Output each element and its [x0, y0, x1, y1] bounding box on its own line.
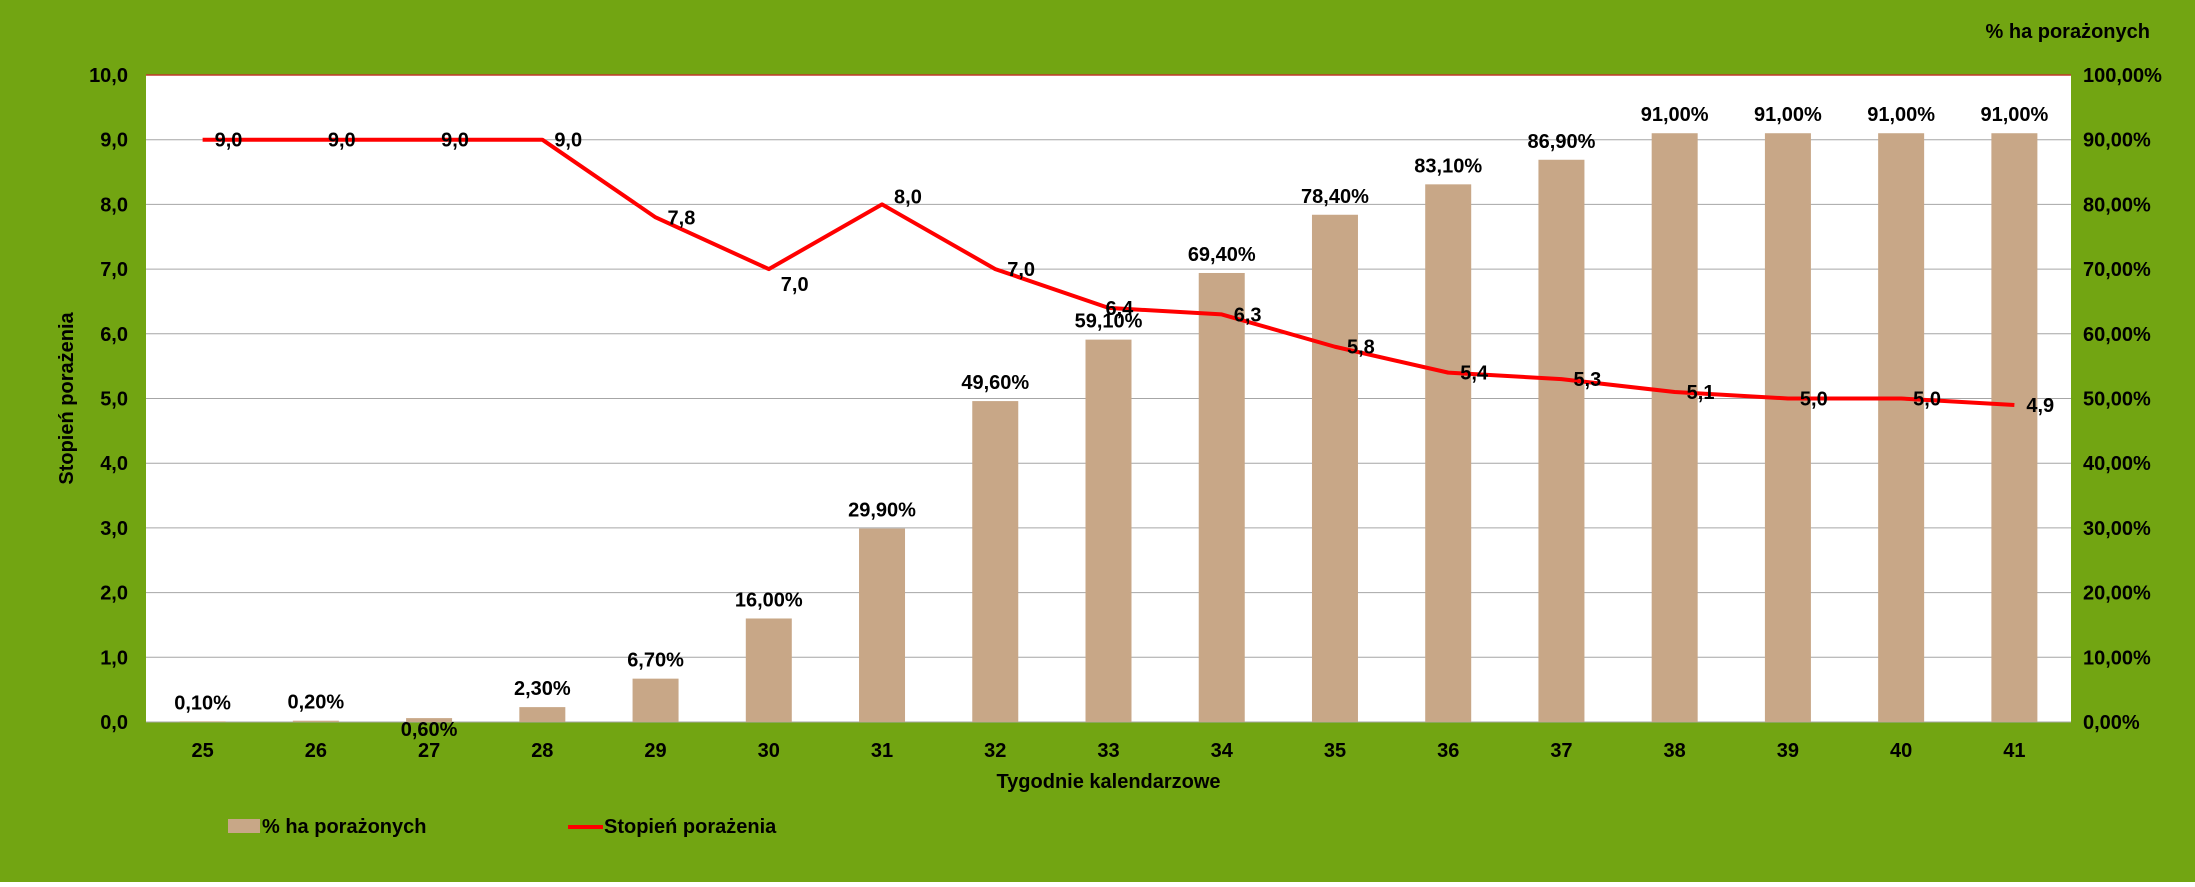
- line-data-label: 5,0: [1913, 389, 1941, 411]
- bar: [859, 528, 906, 722]
- bar-data-label: 16,00%: [735, 589, 803, 611]
- bar: [1651, 133, 1698, 723]
- bar-data-label: 78,40%: [1301, 186, 1369, 208]
- line-data-label: 7,0: [1007, 259, 1035, 281]
- bar-data-label: 59,10%: [1075, 311, 1143, 333]
- bar-data-label: 0,20%: [287, 692, 344, 714]
- y-tick-label: 10,0: [89, 65, 128, 87]
- y-axis-title: Stopień porażenia: [56, 312, 78, 485]
- line-data-label: 4,9: [2026, 395, 2054, 417]
- bar: [1878, 133, 1925, 723]
- y-tick-label: 8,0: [100, 194, 128, 216]
- line-data-label: 7,0: [781, 274, 809, 296]
- line-data-label: 5,8: [1347, 337, 1375, 359]
- bar-data-label: 86,90%: [1528, 131, 1596, 153]
- line-series: [202, 137, 2015, 407]
- y2-axis-title: % ha porażonych: [1986, 21, 2150, 43]
- bar-data-label: 91,00%: [1641, 104, 1709, 126]
- x-tick-label: 31: [871, 740, 893, 762]
- bar: [292, 720, 339, 722]
- x-tick-label: 38: [1664, 740, 1686, 762]
- line-data-label: 5,4: [1460, 363, 1489, 385]
- x-tick-label: 34: [1211, 740, 1234, 762]
- x-tick-label: 32: [984, 740, 1006, 762]
- y2-tick-label: 20,00%: [2083, 583, 2151, 605]
- x-tick-label: 33: [1097, 740, 1119, 762]
- y2-tick-label: 50,00%: [2083, 389, 2151, 411]
- x-tick-label: 35: [1324, 740, 1346, 762]
- bar: [179, 721, 226, 722]
- bar: [519, 707, 566, 722]
- y-tick-label: 9,0: [100, 130, 128, 152]
- y2-tick-label: 40,00%: [2083, 453, 2151, 475]
- line-data-label: 5,0: [1800, 389, 1828, 411]
- bar: [1538, 159, 1585, 722]
- bar-data-label: 49,60%: [961, 372, 1029, 394]
- bar: [972, 401, 1019, 722]
- y-tick-label: 0,0: [100, 712, 128, 734]
- line-data-label: 6,4: [1106, 298, 1135, 320]
- y2-tick-label: 80,00%: [2083, 194, 2151, 216]
- y2-tick-label: 100,00%: [2083, 65, 2162, 87]
- bar: [1311, 214, 1358, 722]
- bar-data-label: 0,10%: [174, 692, 231, 714]
- x-axis-title: Tygodnie kalendarzowe: [996, 771, 1220, 793]
- y-tick-label: 1,0: [100, 647, 128, 669]
- y2-tick-label: 30,00%: [2083, 518, 2151, 540]
- x-tick-label: 27: [418, 740, 440, 762]
- bar: [1085, 339, 1132, 722]
- line-data-label: 7,8: [668, 207, 696, 229]
- bar-data-label: 29,90%: [848, 500, 916, 522]
- y-tick-label: 6,0: [100, 324, 128, 346]
- x-tick-label: 40: [1890, 740, 1912, 762]
- bar-data-label: 91,00%: [1980, 104, 2048, 126]
- x-tick-label: 26: [305, 740, 327, 762]
- bar-data-label: 91,00%: [1867, 104, 1935, 126]
- bar-data-label: 6,70%: [627, 650, 684, 672]
- y2-tick-label: 70,00%: [2083, 259, 2151, 281]
- bar: [406, 718, 453, 722]
- x-tick-label: 28: [531, 740, 553, 762]
- legend-bar-label: % ha porażonych: [262, 816, 426, 838]
- line-data-label: 8,0: [894, 186, 922, 208]
- y2-tick-label: 90,00%: [2083, 130, 2151, 152]
- line-data-label: 6,3: [1234, 304, 1262, 326]
- bar-data-label: 0,60%: [401, 719, 458, 741]
- y-tick-label: 5,0: [100, 389, 128, 411]
- legend-line-label: Stopień porażenia: [604, 816, 777, 838]
- y2-tick-label: 0,00%: [2083, 712, 2140, 734]
- line-data-label: 5,1: [1687, 382, 1715, 404]
- x-tick-label: 36: [1437, 740, 1459, 762]
- bar: [1991, 133, 2038, 723]
- line-data-label: 9,0: [554, 130, 582, 152]
- x-tick-label: 29: [644, 740, 666, 762]
- bar-data-label: 2,30%: [514, 678, 571, 700]
- y-tick-label: 3,0: [100, 518, 128, 540]
- bar: [632, 678, 679, 722]
- line-data-label: 9,0: [215, 130, 243, 152]
- x-tick-label: 41: [2003, 740, 2025, 762]
- x-tick-label: 30: [758, 740, 780, 762]
- bar-data-label: 91,00%: [1754, 104, 1822, 126]
- bar-data-label: 83,10%: [1414, 155, 1482, 177]
- y-tick-label: 4,0: [100, 453, 128, 475]
- line-data-label: 9,0: [441, 130, 469, 152]
- x-tick-label: 39: [1777, 740, 1799, 762]
- y-tick-label: 2,0: [100, 583, 128, 605]
- bar: [1198, 272, 1245, 722]
- line-data-label: 5,3: [1573, 369, 1601, 391]
- x-tick-label: 25: [191, 740, 213, 762]
- x-tick-label: 37: [1550, 740, 1572, 762]
- line-data-label: 9,0: [328, 130, 356, 152]
- bar: [745, 618, 792, 722]
- y2-tick-label: 10,00%: [2083, 647, 2151, 669]
- bar: [1764, 133, 1811, 723]
- bar-data-label: 69,40%: [1188, 244, 1256, 266]
- y-tick-label: 7,0: [100, 259, 128, 281]
- bar: [1425, 184, 1472, 722]
- legend-bar-swatch: [228, 819, 260, 833]
- y2-tick-label: 60,00%: [2083, 324, 2151, 346]
